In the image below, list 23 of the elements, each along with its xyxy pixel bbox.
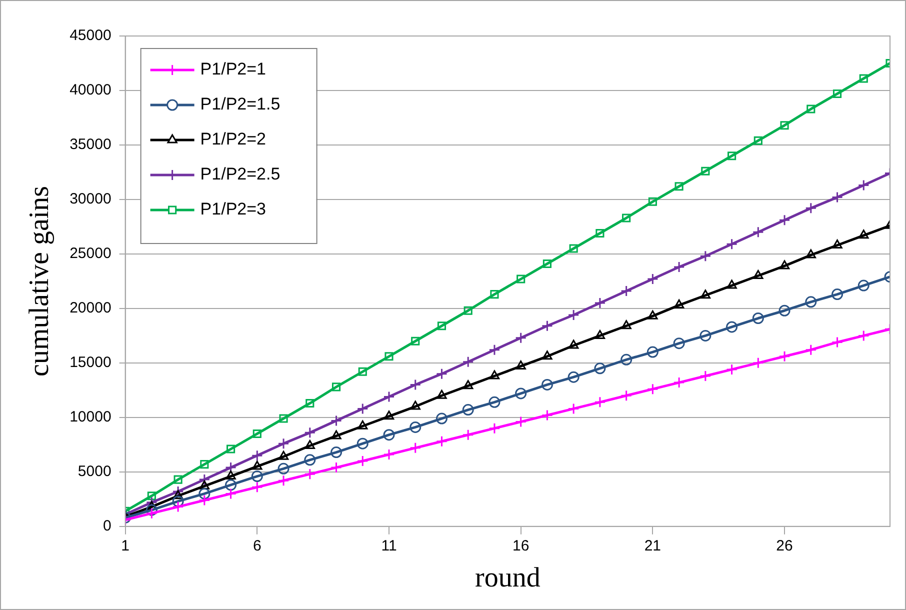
y-tick-label: 15000	[70, 354, 112, 372]
legend-label: P1/P2=1	[200, 60, 266, 79]
y-tick-label: 10000	[70, 408, 112, 426]
y-tick-label: 35000	[70, 136, 112, 154]
y-tick-label: 40000	[70, 82, 112, 99]
y-tick-label: 25000	[70, 245, 112, 262]
y-axis-title: cumulative gains	[24, 186, 56, 376]
x-tick-label: 21	[644, 538, 662, 555]
y-tick-label: 30000	[70, 190, 112, 208]
y-tick-label: 45000	[70, 27, 112, 44]
y-tick-label: 0	[102, 518, 112, 535]
y-tick-label: 20000	[70, 300, 112, 317]
x-tick-label: 6	[252, 538, 262, 555]
x-tick-label: 16	[512, 538, 530, 555]
x-tick-label: 1	[121, 538, 130, 555]
x-axis-title: round	[474, 562, 540, 594]
legend-label: P1/P2=1.5	[200, 94, 280, 114]
legend-label: P1/P2=2	[200, 130, 266, 149]
x-tick-label: 11	[381, 538, 397, 555]
y-tick-label: 5000	[78, 463, 112, 480]
legend-label: P1/P2=2.5	[200, 164, 280, 184]
x-tick-label: 26	[776, 538, 793, 555]
legend-label: P1/P2=3	[200, 200, 266, 219]
